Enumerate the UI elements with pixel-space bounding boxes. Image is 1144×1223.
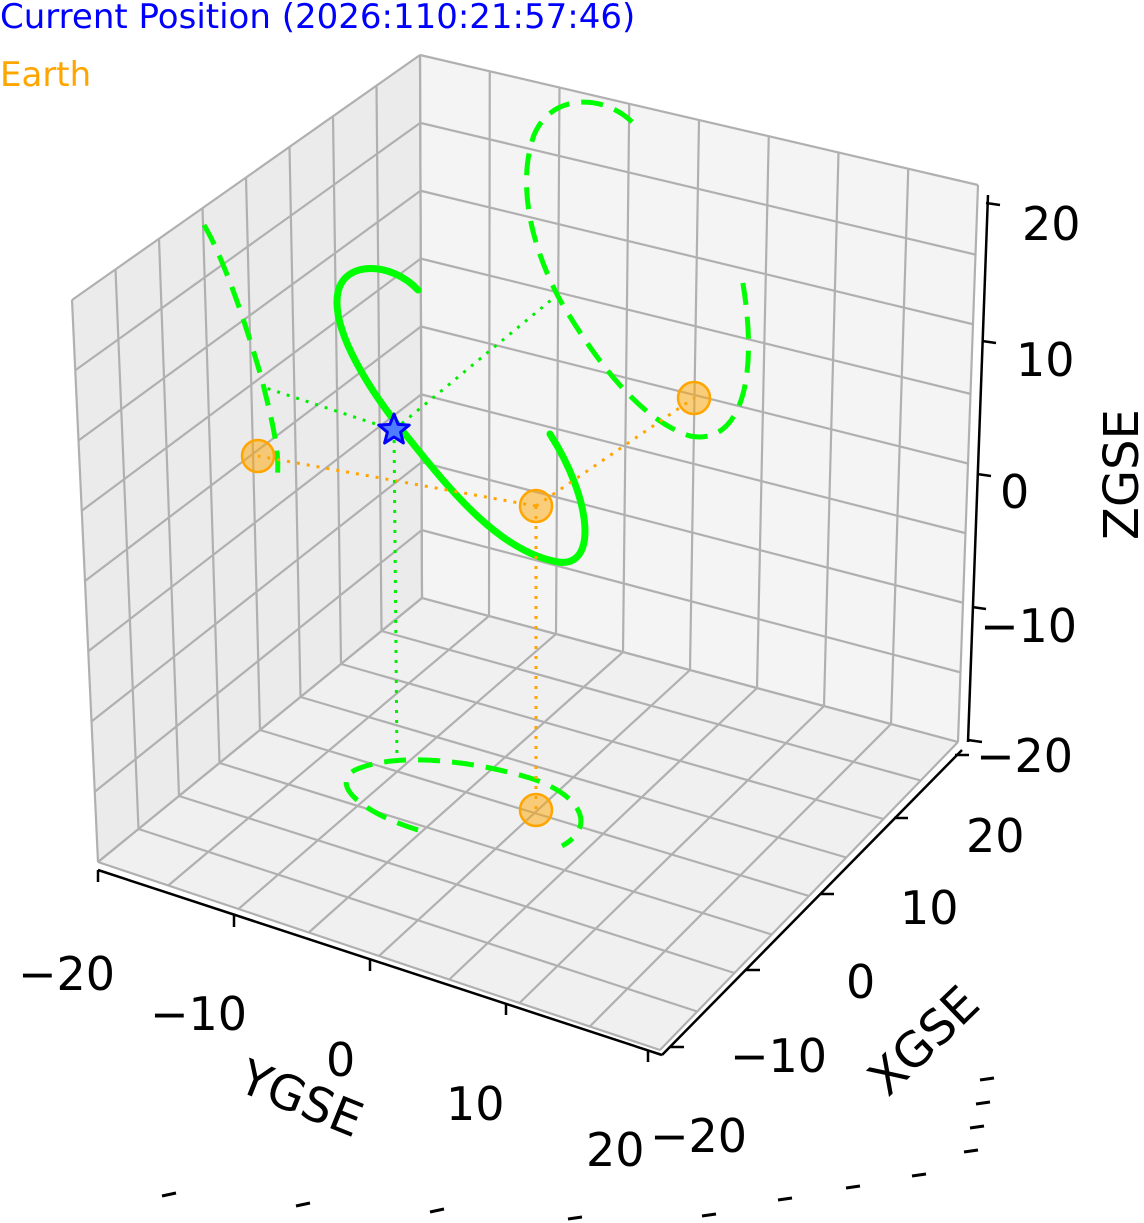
- earth-guides: [257, 396, 695, 810]
- grid-line-floor: [340, 662, 884, 821]
- grid-line-left: [288, 146, 302, 698]
- z-tick-4: [981, 339, 997, 345]
- y-tick-label: −10: [150, 987, 247, 1041]
- z-tick-label: −10: [980, 599, 1077, 653]
- grid-line-back: [822, 152, 840, 707]
- current-position-star-icon: [377, 412, 411, 445]
- legend-current-position: Current Position (2026:110:21:57:46): [0, 0, 636, 37]
- grid-lines: [70, 53, 980, 1052]
- x-tick-label: 0: [846, 955, 875, 1009]
- earth-marker: [518, 488, 554, 524]
- grid-line-back: [420, 393, 966, 535]
- stray-tick: [161, 1191, 177, 1198]
- stray-tick: [979, 1076, 995, 1082]
- grid-line-left: [87, 393, 422, 653]
- z-tick-label: 0: [1000, 465, 1029, 519]
- grid-line-left: [331, 116, 343, 665]
- earth-marker-floor-proj: [518, 792, 554, 828]
- stray-tick: [975, 1100, 991, 1106]
- z-tick-labels: −20 −10 0 10 20: [976, 197, 1081, 783]
- x-tick-labels: −20 −10 0 10 20: [650, 809, 1025, 1163]
- x-tick-label: −20: [650, 1109, 747, 1163]
- stray-tick: [963, 1148, 979, 1154]
- stray-tick: [911, 1172, 927, 1178]
- x-tick-label: −10: [730, 1029, 827, 1083]
- grid-line-back: [755, 136, 770, 689]
- z-tick-label: 20: [1022, 197, 1081, 251]
- stray-tick: [701, 1212, 717, 1218]
- x-axis-line: [661, 749, 963, 1056]
- y-axis-line: [97, 868, 663, 1057]
- earth-marker-back-proj: [676, 380, 712, 416]
- stray-tick: [295, 1201, 311, 1208]
- grid-line-floor: [300, 695, 847, 859]
- stray-tick: [969, 1124, 985, 1130]
- y-tick-label: 20: [586, 1123, 645, 1177]
- y-tick-labels: −20 −10 0 10 20: [18, 947, 645, 1177]
- z-axis-line: [966, 194, 990, 743]
- guide-to-left: [265, 386, 395, 432]
- x-tick-label: 20: [966, 809, 1025, 863]
- stray-tick: [567, 1215, 583, 1221]
- grid-line-floor: [518, 705, 825, 1004]
- y-tick-label: 10: [446, 1077, 505, 1131]
- z-tick-label: 10: [1016, 333, 1075, 387]
- grid-line-floor: [659, 741, 959, 1051]
- grid-line-floor: [421, 596, 959, 744]
- orbit-projection-left: [201, 223, 281, 485]
- earth-guide-left: [257, 454, 537, 508]
- y-tick-label: −20: [18, 947, 115, 1001]
- orbit-main-trace: [333, 265, 589, 566]
- grid-line-left: [97, 597, 423, 863]
- earth-markers: [240, 380, 712, 828]
- grid-line-back: [889, 168, 910, 725]
- grid-line-left: [418, 54, 424, 599]
- current-position-guides: [265, 294, 557, 763]
- grid-line-floor: [448, 687, 758, 981]
- orbit-projection-floor: [343, 757, 584, 849]
- stray-tick: [777, 1196, 793, 1202]
- earth-guide-back: [535, 396, 695, 508]
- y-tick-label: 0: [326, 1033, 355, 1087]
- grid-line-floor: [381, 629, 922, 782]
- legend-earth: Earth: [0, 55, 92, 95]
- z-tick-2: [971, 605, 987, 611]
- x-axis-label: XGSE: [857, 975, 990, 1106]
- grid-line-back: [956, 184, 980, 743]
- earth-marker-left-proj: [240, 438, 276, 474]
- z-axis-label: ZGSE: [1094, 409, 1144, 540]
- z-tick-5: [985, 201, 1001, 207]
- grid-line-left: [90, 461, 423, 723]
- orbit-projection-back: [524, 99, 751, 440]
- grid-line-floor: [588, 723, 892, 1028]
- grid-line-left: [94, 529, 423, 793]
- stray-tick: [845, 1184, 861, 1190]
- axis-lines: [96, 194, 1001, 1062]
- stray-tick: [429, 1207, 445, 1214]
- z-tick-label: −20: [976, 729, 1073, 783]
- x-tick-label: 10: [900, 881, 959, 935]
- z-tick-1: [967, 738, 983, 744]
- grid-line-back: [421, 529, 961, 674]
- stray-tick-marks: [161, 1076, 995, 1221]
- grid-line-back: [421, 461, 964, 604]
- grid-line-left: [375, 85, 383, 632]
- z-tick-3: [976, 472, 992, 478]
